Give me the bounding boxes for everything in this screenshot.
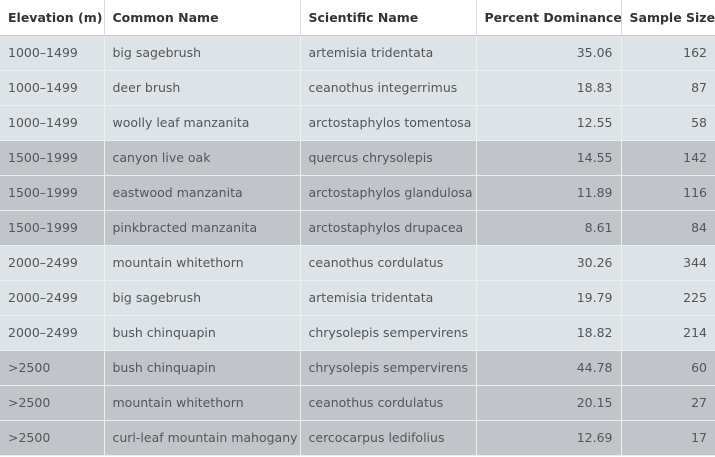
table-row: >2500 mountain whitethorn ceanothus cordul… — [0, 385, 715, 421]
cell-sample-size: 162 — [621, 35, 715, 71]
cell-percent-dominance: 20.15 — [476, 385, 622, 421]
cell-scientific-name: artemisia tridentata — [300, 280, 477, 316]
cell-common-name: big sagebrush — [104, 35, 301, 71]
cell-percent-dominance: 35.06 — [476, 35, 622, 71]
cell-common-name: mountain whitethorn — [104, 245, 301, 281]
cell-sample-size: 27 — [621, 385, 715, 421]
column-header-common-name: Common Name — [104, 0, 301, 36]
cell-scientific-name: arctostaphylos tomentosa — [300, 105, 477, 141]
column-header-elevation: Elevation (m) — [0, 0, 105, 36]
table-row: 1500–1999 pinkbracted manzanita arctostaph… — [0, 210, 715, 246]
cell-common-name: curl-leaf mountain mahogany — [104, 420, 301, 456]
cell-common-name: eastwood manzanita — [104, 175, 301, 211]
cell-sample-size: 344 — [621, 245, 715, 281]
cell-sample-size: 84 — [621, 210, 715, 246]
cell-percent-dominance: 8.61 — [476, 210, 622, 246]
table-row: 1000–1499 deer brush ceanothus integerrimu… — [0, 70, 715, 106]
table-row: 2000–2499 mountain whitethorn ceanothus co… — [0, 245, 715, 281]
cell-common-name: woolly leaf manzanita — [104, 105, 301, 141]
cell-sample-size: 116 — [621, 175, 715, 211]
cell-scientific-name: chrysolepis sempervirens — [300, 315, 477, 351]
cell-common-name: canyon live oak — [104, 140, 301, 176]
cell-scientific-name: chrysolepis sempervirens — [300, 350, 477, 386]
cell-scientific-name: arctostaphylos glandulosa — [300, 175, 477, 211]
cell-percent-dominance: 12.55 — [476, 105, 622, 141]
cell-elevation: 1000–1499 — [0, 105, 105, 141]
table-row: 1000–1499 big sagebrush artemisia tridenta… — [0, 35, 715, 71]
cell-elevation: >2500 — [0, 385, 105, 421]
cell-elevation: >2500 — [0, 420, 105, 456]
cell-elevation: 1500–1999 — [0, 175, 105, 211]
cell-percent-dominance: 18.83 — [476, 70, 622, 106]
cell-sample-size: 87 — [621, 70, 715, 106]
cell-common-name: pinkbracted manzanita — [104, 210, 301, 246]
table-row: >2500 curl-leaf mountain mahogany cercocar… — [0, 420, 715, 456]
cell-sample-size: 60 — [621, 350, 715, 386]
cell-elevation: 1000–1499 — [0, 70, 105, 106]
cell-sample-size: 142 — [621, 140, 715, 176]
cell-elevation: 1000–1499 — [0, 35, 105, 71]
cell-percent-dominance: 19.79 — [476, 280, 622, 316]
column-header-scientific-name: Scientific Name — [300, 0, 477, 36]
cell-scientific-name: ceanothus cordulatus — [300, 385, 477, 421]
cell-percent-dominance: 18.82 — [476, 315, 622, 351]
table-body: 1000–1499 big sagebrush artemisia tridenta… — [0, 35, 715, 456]
header-row: Elevation (m) Common Name Scientific Nam… — [0, 0, 715, 36]
table-row: 2000–2499 big sagebrush artemisia tridenta… — [0, 280, 715, 316]
cell-sample-size: 225 — [621, 280, 715, 316]
cell-scientific-name: arctostaphylos drupacea — [300, 210, 477, 246]
table-row: 2000–2499 bush chinquapin chrysolepis semp… — [0, 315, 715, 351]
cell-elevation: 1500–1999 — [0, 140, 105, 176]
cell-percent-dominance: 11.89 — [476, 175, 622, 211]
column-header-percent-dominance: Percent Dominance — [476, 0, 622, 36]
cell-elevation: 2000–2499 — [0, 280, 105, 316]
cell-elevation: 2000–2499 — [0, 245, 105, 281]
cell-scientific-name: ceanothus integerrimus — [300, 70, 477, 106]
cell-percent-dominance: 14.55 — [476, 140, 622, 176]
table-row: >2500 bush chinquapin chrysolepis sempervi… — [0, 350, 715, 386]
cell-common-name: big sagebrush — [104, 280, 301, 316]
cell-common-name: mountain whitethorn — [104, 385, 301, 421]
cell-elevation: 1500–1999 — [0, 210, 105, 246]
cell-scientific-name: quercus chrysolepis — [300, 140, 477, 176]
cell-common-name: bush chinquapin — [104, 350, 301, 386]
cell-scientific-name: artemisia tridentata — [300, 35, 477, 71]
table-row: 1000–1499 woolly leaf manzanita arctostaph… — [0, 105, 715, 141]
cell-scientific-name: ceanothus cordulatus — [300, 245, 477, 281]
cell-sample-size: 214 — [621, 315, 715, 351]
table-row: 1500–1999 eastwood manzanita arctostaphylo… — [0, 175, 715, 211]
cell-common-name: bush chinquapin — [104, 315, 301, 351]
cell-elevation: >2500 — [0, 350, 105, 386]
cell-scientific-name: cercocarpus ledifolius — [300, 420, 477, 456]
cell-sample-size: 58 — [621, 105, 715, 141]
cell-percent-dominance: 30.26 — [476, 245, 622, 281]
cell-percent-dominance: 12.69 — [476, 420, 622, 456]
table-header: Elevation (m) Common Name Scientific Nam… — [0, 0, 715, 36]
table-row: 1500–1999 canyon live oak quercus chrysole… — [0, 140, 715, 176]
cell-elevation: 2000–2499 — [0, 315, 105, 351]
column-header-sample-size: Sample Size — [621, 0, 715, 36]
cell-percent-dominance: 44.78 — [476, 350, 622, 386]
cell-sample-size: 17 — [621, 420, 715, 456]
cell-common-name: deer brush — [104, 70, 301, 106]
